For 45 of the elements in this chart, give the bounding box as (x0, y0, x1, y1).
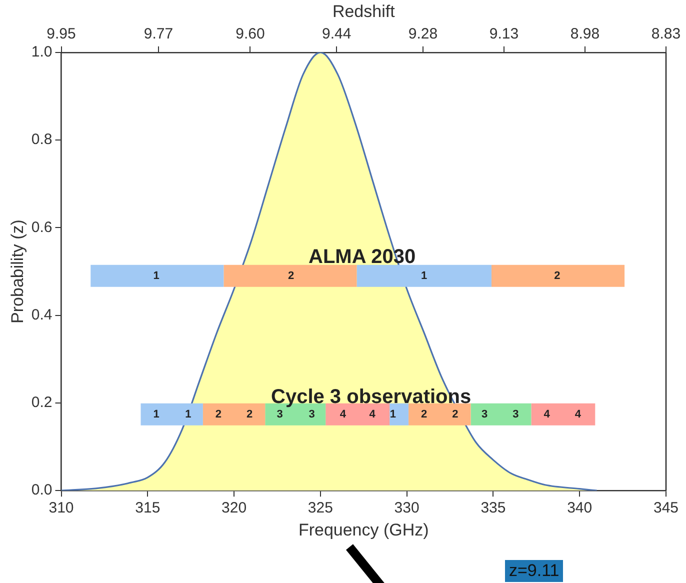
x-tick-label: 330 (394, 500, 420, 517)
x2-tick-label: 8.83 (651, 26, 681, 43)
annotation: 2 (452, 408, 458, 420)
x-tick-label: 320 (222, 500, 247, 517)
x-tick-label: 315 (135, 500, 160, 517)
annotation: 1 (153, 408, 160, 420)
y-tick-label: 0.6 (31, 218, 52, 236)
annotation: 3 (276, 408, 283, 420)
annotation: 1 (421, 270, 428, 282)
x2-tick-label: 8.98 (570, 26, 600, 43)
x-axis-title: Frequency (GHz) (298, 520, 429, 540)
x2-tick-label: 9.13 (489, 26, 519, 43)
x2-tick-label: 9.95 (46, 26, 76, 43)
x2-tick-label: 9.77 (144, 26, 174, 43)
annotation: 2 (554, 270, 560, 282)
x-tick-label: 340 (567, 500, 592, 517)
y-tick-label: 0.2 (31, 394, 52, 412)
annotation: 3 (308, 408, 315, 420)
y-axis-title: Probability (z) (8, 220, 27, 324)
x2-axis-title: Redshift (332, 2, 396, 21)
x-tick-label: 335 (480, 500, 506, 517)
annotation: 2 (421, 408, 428, 420)
annotation: 3 (512, 408, 519, 420)
text: z=9.11 (505, 560, 564, 582)
x-tick-label: 310 (48, 500, 74, 517)
annotation: 4 (574, 408, 582, 420)
annotation: 4 (340, 408, 347, 420)
annotation: 4 (369, 408, 376, 420)
annotation: 2 (288, 270, 294, 282)
annotation: 3 (482, 408, 488, 420)
y-tick-label: 0.4 (31, 306, 52, 324)
annotation: 2 (246, 408, 253, 420)
annotation: 1 (153, 270, 160, 282)
y-tick-label: 1.0 (31, 44, 52, 61)
annotation: 2 (215, 408, 222, 420)
y-tick-label: 0.8 (31, 131, 52, 148)
annotation: 1 (185, 408, 192, 420)
x2-tick-label: 9.44 (322, 26, 352, 43)
annotation: 1 (390, 408, 396, 420)
x2-tick-label: 9.28 (408, 26, 438, 43)
y-tick-label: 0.0 (31, 482, 52, 499)
x2-tick-label: 9.60 (236, 26, 265, 43)
x-tick-label: 325 (308, 500, 333, 517)
annotation: 4 (544, 408, 551, 420)
x-tick-label: 345 (653, 500, 679, 517)
